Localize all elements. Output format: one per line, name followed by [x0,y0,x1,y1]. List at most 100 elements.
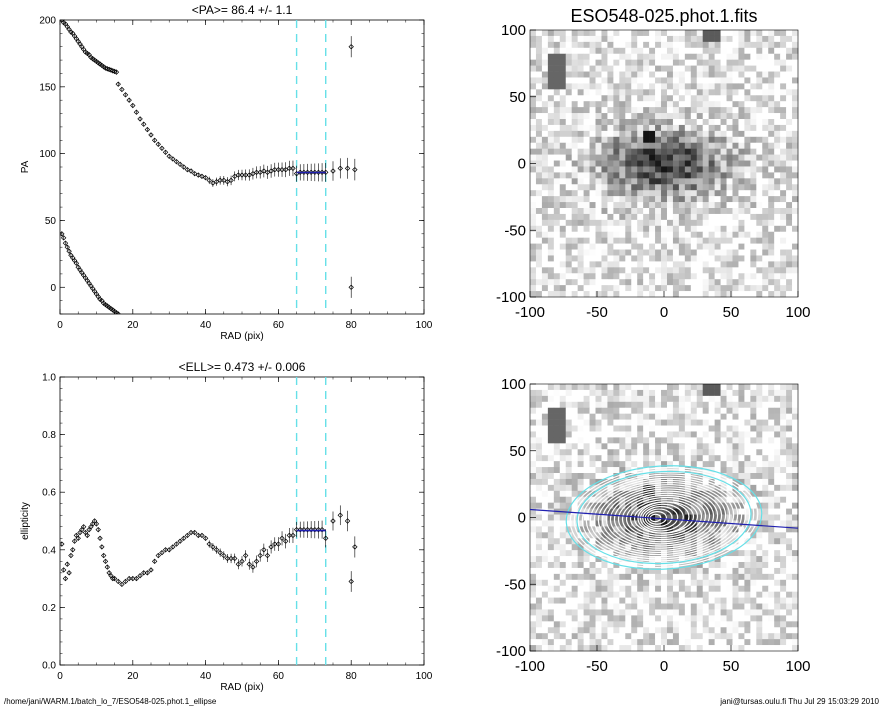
image-pixel [530,101,537,108]
image-pixel [774,591,781,598]
image-pixel [589,425,596,432]
data-point [246,561,252,567]
x-tick-label: 60 [273,320,285,331]
image-pixel [535,273,543,280]
image-pixel [589,437,596,444]
image-pixel [690,550,698,557]
image-pixel [780,633,787,640]
image-pixel [565,59,572,66]
isophote-ellipse [625,496,703,539]
image-pixel [714,484,721,492]
image-pixel [696,237,704,244]
image-pixel [655,142,662,149]
image-pixel [702,461,709,468]
image-pixel [768,502,775,509]
image-pixel [768,255,775,262]
image-pixel [535,213,543,221]
image-pixel [702,89,709,96]
image-pixel [619,178,626,185]
data-point [308,526,314,533]
image-pixel [535,550,543,557]
image-pixel [541,562,549,569]
image-pixel [684,502,692,509]
image-pixel [702,77,709,84]
image-pixel [726,124,733,132]
image-pixel [678,178,686,185]
image-pixel [744,178,751,185]
image-pixel [661,136,668,144]
image-pixel [643,243,650,250]
image-pixel [589,178,596,185]
image-pixel [780,124,787,132]
image-pixel [702,291,709,298]
image-pixel [649,202,656,209]
image-pixel [589,443,596,450]
image-pixel [637,591,644,598]
image-pixel [756,47,763,55]
image-pixel [672,261,680,268]
image-pixel [744,556,751,563]
image-pixel [666,490,674,498]
image-pixel [780,478,787,486]
image-pixel [655,59,662,66]
image-pixel [774,285,781,292]
image-pixel [607,190,614,197]
image-pixel [619,113,626,120]
image-pixel [678,255,686,262]
image-pixel [714,237,721,244]
image-pixel [559,35,567,43]
image-pixel [768,202,775,209]
image-pixel [655,190,662,197]
image-pixel [702,443,709,450]
image-pixel [649,496,656,503]
image-pixel [559,285,567,292]
image-pixel [690,166,698,173]
image-pixel [631,508,638,515]
x-tick-label: 40 [200,320,212,331]
image-pixel [547,41,555,49]
image-pixel [678,645,686,652]
image-pixel [589,573,596,581]
image-pixel [714,455,721,462]
image-pixel [530,261,537,268]
image-pixel [637,83,644,90]
image-pixel [613,603,620,610]
image-pixel [786,514,793,521]
x-tick-label: -100 [515,658,545,675]
image-pixel [678,573,686,581]
image-pixel [583,490,590,498]
image-pixel [786,77,793,84]
image-pixel [625,95,632,102]
image-pixel [637,544,644,551]
image-pixel [792,184,799,191]
isophote-ellipse [647,511,668,525]
image-pixel [571,443,578,450]
image-pixel [601,196,608,203]
image-pixel [619,142,626,149]
image-pixel [571,261,578,268]
image-pixel [530,184,537,191]
image-pixel [714,395,721,403]
image-pixel [702,225,709,233]
image-pixel [720,556,727,563]
image-pixel [530,190,537,197]
image-pixel [786,59,793,66]
image-pixel [595,273,602,280]
y-tick-label: 150 [39,82,56,93]
image-pixel [649,425,656,432]
image-pixel [768,621,775,628]
image-pixel [577,526,584,533]
image-pixel [750,243,757,250]
image-pixel [732,255,739,262]
image-pixel [655,213,662,221]
image-pixel [619,591,626,598]
image-pixel [684,95,692,102]
image-pixel [744,478,751,486]
image-pixel [631,621,638,628]
image-pixel [774,526,781,533]
image-pixel [738,267,745,274]
image-pixel [684,89,692,96]
image-pixel [631,65,638,72]
image-pixel [726,95,733,102]
image-pixel [690,645,698,652]
